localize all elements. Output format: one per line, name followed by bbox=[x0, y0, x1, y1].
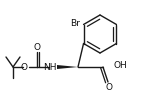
Text: O: O bbox=[20, 63, 27, 71]
Text: O: O bbox=[105, 84, 113, 92]
Text: O: O bbox=[34, 43, 40, 52]
Text: Br: Br bbox=[71, 19, 81, 28]
Text: NH: NH bbox=[43, 63, 57, 71]
Text: OH: OH bbox=[114, 60, 128, 70]
Polygon shape bbox=[57, 65, 78, 69]
